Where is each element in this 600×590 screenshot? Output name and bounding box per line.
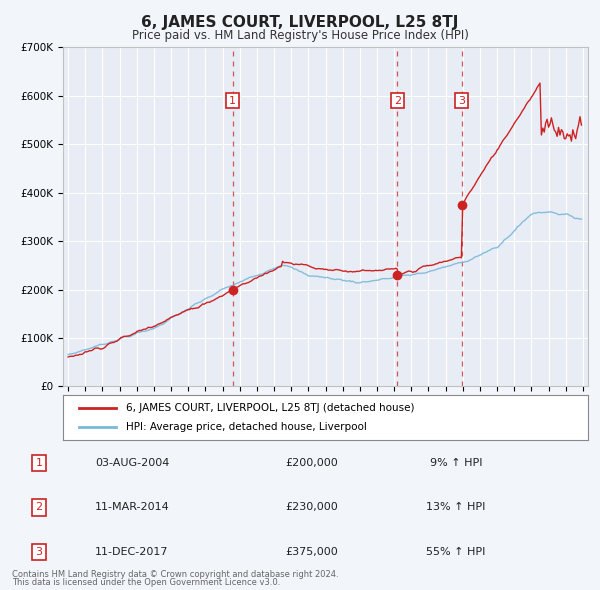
Text: 6, JAMES COURT, LIVERPOOL, L25 8TJ (detached house): 6, JAMES COURT, LIVERPOOL, L25 8TJ (deta… bbox=[126, 403, 415, 412]
Text: This data is licensed under the Open Government Licence v3.0.: This data is licensed under the Open Gov… bbox=[12, 578, 280, 587]
Text: Price paid vs. HM Land Registry's House Price Index (HPI): Price paid vs. HM Land Registry's House … bbox=[131, 30, 469, 42]
Text: HPI: Average price, detached house, Liverpool: HPI: Average price, detached house, Live… bbox=[126, 422, 367, 432]
Text: 03-AUG-2004: 03-AUG-2004 bbox=[95, 458, 169, 468]
Text: 13% ↑ HPI: 13% ↑ HPI bbox=[427, 503, 485, 512]
Text: 11-MAR-2014: 11-MAR-2014 bbox=[95, 503, 169, 512]
Text: 2: 2 bbox=[394, 96, 401, 106]
Text: 11-DEC-2017: 11-DEC-2017 bbox=[95, 547, 169, 556]
Text: Contains HM Land Registry data © Crown copyright and database right 2024.: Contains HM Land Registry data © Crown c… bbox=[12, 571, 338, 579]
Text: 3: 3 bbox=[35, 547, 43, 556]
Text: 55% ↑ HPI: 55% ↑ HPI bbox=[427, 547, 485, 556]
Text: £200,000: £200,000 bbox=[286, 458, 338, 468]
Text: 3: 3 bbox=[458, 96, 465, 106]
Text: 2: 2 bbox=[35, 503, 43, 512]
Text: £230,000: £230,000 bbox=[286, 503, 338, 512]
Text: 9% ↑ HPI: 9% ↑ HPI bbox=[430, 458, 482, 468]
Text: £375,000: £375,000 bbox=[286, 547, 338, 556]
Text: 6, JAMES COURT, LIVERPOOL, L25 8TJ: 6, JAMES COURT, LIVERPOOL, L25 8TJ bbox=[142, 15, 458, 30]
Text: 1: 1 bbox=[229, 96, 236, 106]
Text: 1: 1 bbox=[35, 458, 43, 468]
